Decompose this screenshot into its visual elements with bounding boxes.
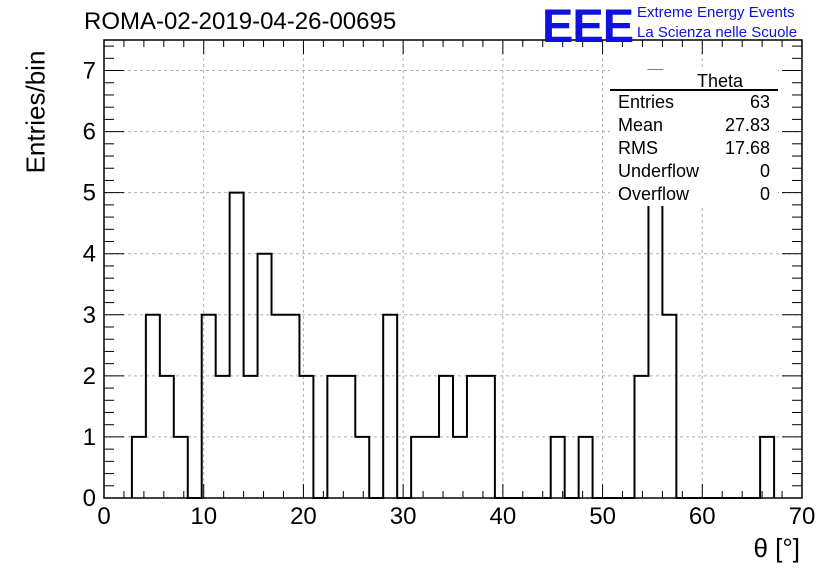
stats-value: 27.83 (724, 115, 770, 135)
plot-frame (103, 39, 803, 499)
histogram-bin (272, 315, 286, 498)
logo-tagline-2: La Scienza nelle Scuole (637, 24, 798, 41)
y-tick-label: 5 (83, 180, 96, 207)
stats-value: 0 (759, 161, 770, 181)
stats-title: Theta (610, 70, 778, 91)
stats-row-mean: Mean 27.83 (610, 114, 778, 137)
eee-logo: EEE (542, 0, 634, 52)
histogram-bin (425, 437, 439, 498)
x-tick-label: 70 (789, 503, 816, 530)
histogram-bin (551, 437, 565, 498)
x-tick-label: 30 (390, 503, 417, 530)
histogram-bin (132, 437, 146, 498)
stats-box: Theta Entries 63 Mean 27.83 RMS 17.68 Un… (610, 70, 778, 206)
stats-row-underflow: Underflow 0 (610, 160, 778, 183)
y-tick-label: 4 (83, 241, 96, 268)
stats-label: RMS (618, 138, 658, 158)
x-tick-label: 60 (689, 503, 716, 530)
stats-label: Underflow (618, 161, 700, 181)
histogram-bin (760, 437, 774, 498)
histogram-bin (230, 193, 244, 498)
stats-value: 63 (749, 92, 770, 112)
histogram-bin (383, 315, 397, 498)
histogram-bin (258, 254, 272, 498)
x-tick-label: 0 (97, 503, 110, 530)
histogram-bin (285, 315, 299, 498)
histogram-bin (216, 376, 230, 498)
x-tick-label: 10 (190, 503, 217, 530)
histogram-bin (174, 437, 188, 498)
x-tick-label: 50 (589, 503, 616, 530)
x-tick-label: 40 (490, 503, 517, 530)
stats-row-entries: Entries 63 (610, 91, 778, 114)
histogram-bin (341, 376, 355, 498)
histogram-bin (662, 315, 676, 498)
stats-value: 17.68 (724, 138, 770, 158)
y-axis-label: Entries/bin (20, 50, 51, 174)
stats-label: Mean (618, 115, 664, 135)
histogram-bin (146, 315, 160, 498)
histogram-bin (299, 376, 313, 498)
stats-value: 0 (759, 184, 770, 204)
logo-tagline-1: Extreme Energy Events (637, 4, 795, 21)
histogram-bin (411, 437, 425, 498)
y-tick-label: 7 (83, 58, 96, 85)
y-tick-label: 0 (83, 485, 96, 512)
stats-row-rms: RMS 17.68 (610, 137, 778, 160)
run-title: ROMA-02-2019-04-26-00695 (84, 8, 397, 35)
histogram-bin (355, 437, 369, 498)
stats-label: Entries (618, 92, 675, 112)
y-tick-label: 6 (83, 119, 96, 146)
y-tick-label: 1 (83, 424, 96, 451)
stats-row-overflow: Overflow 0 (610, 183, 778, 206)
y-tick-label: 3 (83, 302, 96, 329)
histogram-bin (579, 437, 593, 498)
histogram-bin (453, 437, 467, 498)
x-tick-label: 20 (290, 503, 317, 530)
y-tick-label: 2 (83, 363, 96, 390)
x-axis-label: θ [°] (753, 533, 800, 563)
stats-label: Overflow (618, 184, 690, 204)
